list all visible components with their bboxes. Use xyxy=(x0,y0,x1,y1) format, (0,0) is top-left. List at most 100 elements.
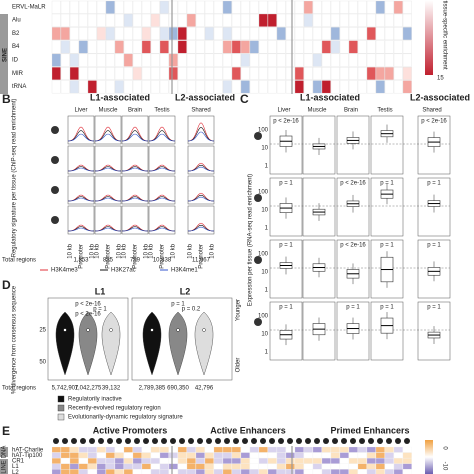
heat-cell xyxy=(123,0,133,14)
section-header: Active Enhancers xyxy=(210,425,286,435)
heat-cell xyxy=(159,469,169,474)
heat-cell xyxy=(276,458,286,464)
heat-cell xyxy=(294,53,304,67)
heat-cell xyxy=(69,0,79,14)
y-tick-label: 10 xyxy=(261,270,268,276)
heat-cell xyxy=(231,53,241,67)
heat-cell xyxy=(150,452,160,459)
heat-cell xyxy=(78,53,88,67)
heat-cell xyxy=(303,458,313,464)
heat-cell xyxy=(186,452,196,459)
species-icon xyxy=(188,438,194,444)
heat-cell xyxy=(249,80,259,94)
x-tick-label: 10 kb xyxy=(117,243,123,258)
heat-cell xyxy=(321,40,331,54)
heat-cell xyxy=(168,463,178,470)
heat-cell xyxy=(204,13,214,27)
p-value: p = 1 xyxy=(279,181,293,187)
signal-line xyxy=(67,227,95,232)
heat-cell xyxy=(159,13,169,27)
heat-cell xyxy=(141,53,151,67)
heat-cell xyxy=(114,469,124,474)
heat-cell xyxy=(249,0,259,14)
species-icon xyxy=(51,156,59,164)
plot-panel xyxy=(148,175,176,205)
total-value: 5,742,907 xyxy=(52,386,79,392)
heat-cell xyxy=(114,53,124,67)
heat-cell xyxy=(78,469,88,474)
heat-cell xyxy=(276,40,286,54)
legend-label: Recently-evolved regulatory region xyxy=(68,406,161,412)
row-label: CR1 xyxy=(12,459,25,465)
y-tick-label: 100 xyxy=(258,128,269,134)
violin xyxy=(194,311,214,376)
legend-label: H3K4me3 xyxy=(51,268,78,274)
heat-cell xyxy=(123,452,133,459)
total-value: 2,789,385 xyxy=(139,386,166,392)
heat-cell xyxy=(321,458,331,464)
heat-cell xyxy=(294,452,304,459)
total-value: 1,042,275 xyxy=(75,386,102,392)
heat-cell xyxy=(96,452,106,459)
heat-cell xyxy=(159,463,169,470)
heat-cell xyxy=(330,13,340,27)
heat-cell xyxy=(177,446,187,453)
heat-cell xyxy=(132,452,142,459)
tissue-label: Brain xyxy=(344,108,358,114)
species-icon xyxy=(254,256,262,264)
plot-panel xyxy=(148,115,176,145)
heat-cell xyxy=(231,80,241,94)
heat-cell xyxy=(195,446,205,453)
heat-cell xyxy=(249,452,259,459)
species-icon xyxy=(51,186,59,194)
heat-cell xyxy=(114,452,124,459)
heat-cell xyxy=(285,13,295,27)
heat-cell xyxy=(222,13,232,27)
heat-cell xyxy=(87,27,97,41)
heat-cell xyxy=(312,80,322,94)
species-icon xyxy=(161,438,167,444)
heat-cell xyxy=(132,53,142,67)
heat-cell xyxy=(78,13,88,27)
heat-cell xyxy=(114,463,124,470)
heat-cell xyxy=(186,469,196,474)
species-icon xyxy=(341,438,347,444)
total-label: Total regions xyxy=(2,386,36,392)
signal-line xyxy=(187,166,215,172)
group-label: SINE xyxy=(3,48,9,62)
heat-cell xyxy=(222,0,232,14)
plot-panel xyxy=(67,175,95,205)
species-icon xyxy=(224,438,230,444)
heat-cell xyxy=(87,463,97,470)
group-label: DNA xyxy=(2,446,8,459)
p-value: p = 1 xyxy=(279,305,293,311)
heat-cell xyxy=(258,446,268,453)
heat-cell xyxy=(168,0,178,14)
legend-label: Evolutionarily-dynamic regulatory signat… xyxy=(68,415,183,421)
heat-cell xyxy=(114,40,124,54)
heat-cell xyxy=(69,452,79,459)
heat-cell xyxy=(159,27,169,41)
heat-cell xyxy=(348,452,358,459)
heat-cell xyxy=(177,458,187,464)
heat-cell xyxy=(177,40,187,54)
heat-cell xyxy=(231,40,241,54)
heat-cell xyxy=(78,80,88,94)
heat-cell xyxy=(375,40,385,54)
heat-cell xyxy=(249,458,259,464)
heat-cell xyxy=(267,469,277,474)
heat-cell xyxy=(384,446,394,453)
heat-cell xyxy=(393,463,403,470)
heat-cell xyxy=(294,13,304,27)
heat-cell xyxy=(294,446,304,453)
heat-cell xyxy=(285,446,295,453)
heat-cell xyxy=(357,80,367,94)
heat-cell xyxy=(339,458,349,464)
species-icon xyxy=(51,216,59,224)
heat-cell xyxy=(330,53,340,67)
heat-cell xyxy=(204,53,214,67)
heat-cell xyxy=(285,469,295,474)
heat-cell xyxy=(276,53,286,67)
heat-cell xyxy=(339,80,349,94)
heat-cell xyxy=(312,469,322,474)
